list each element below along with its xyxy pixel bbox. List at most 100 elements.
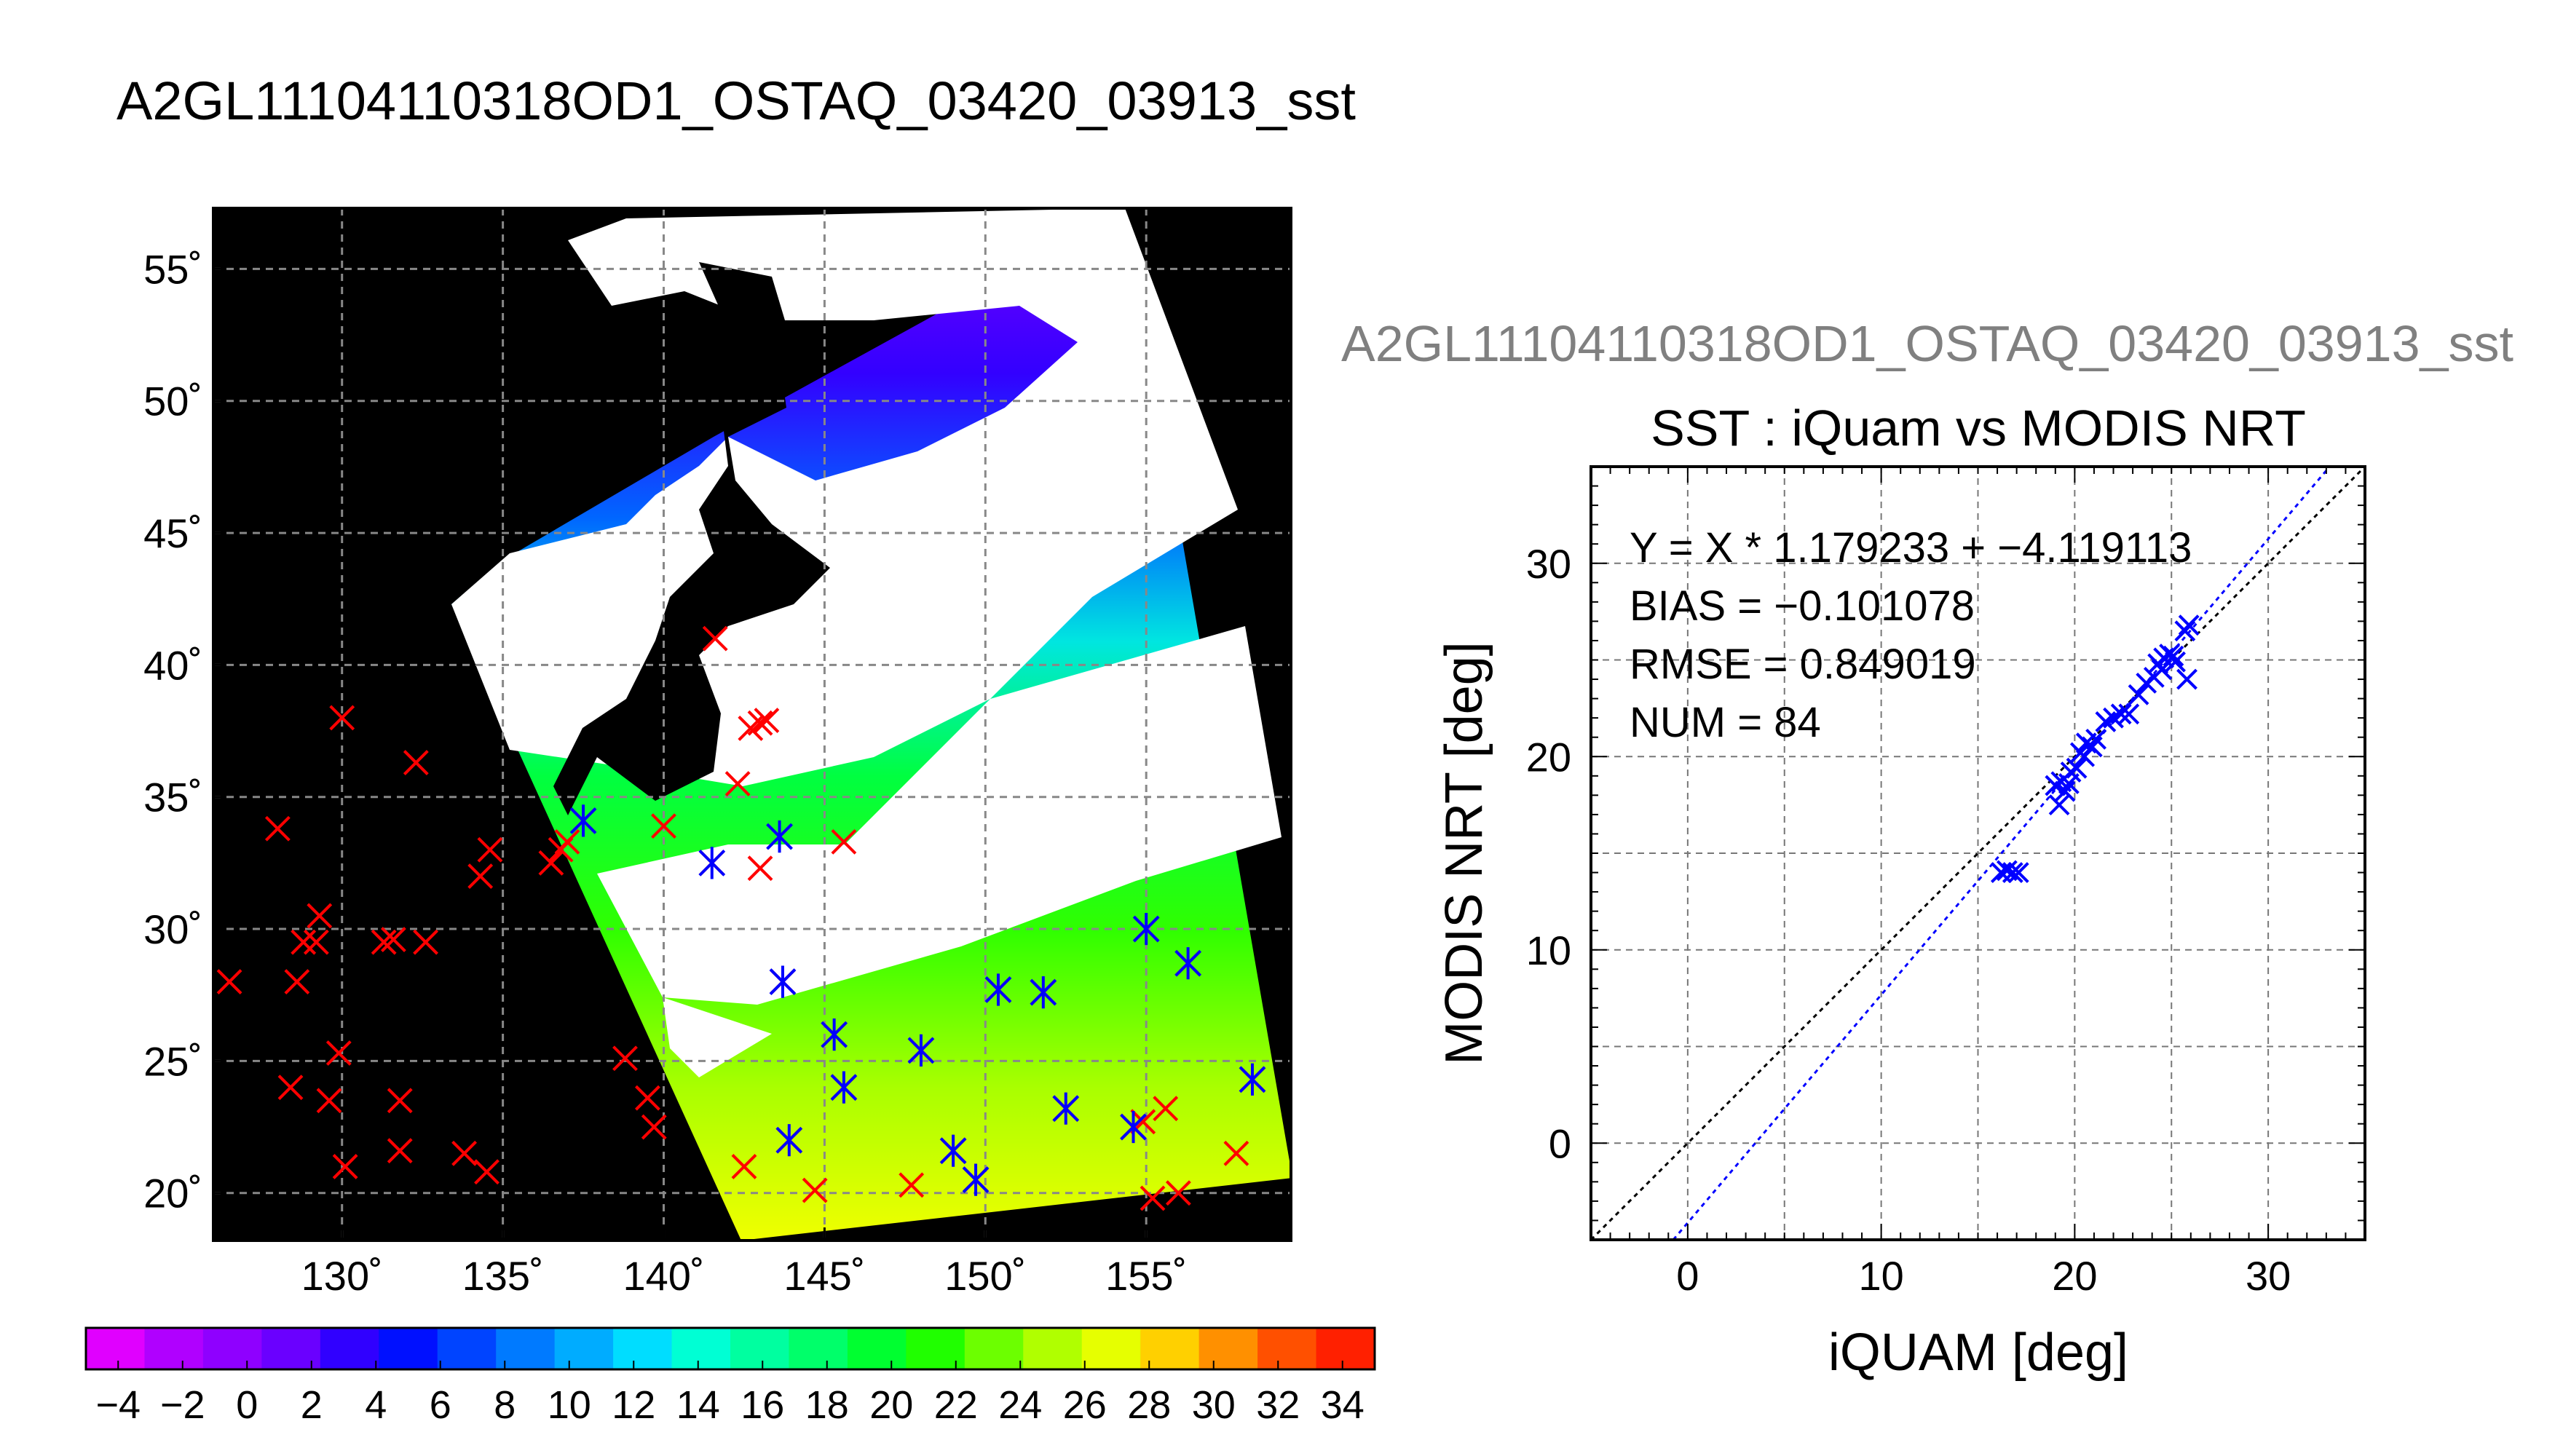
colorbar-segment	[86, 1328, 145, 1369]
insitu-marker	[1153, 1096, 1179, 1122]
scatter-stat-bias: BIAS = −0.101078	[1630, 582, 1975, 630]
matchup-marker	[569, 804, 597, 837]
insitu-marker	[332, 1154, 358, 1179]
colorbar-segment	[964, 1328, 1024, 1369]
colorbar-tick-label: 30	[1192, 1383, 1236, 1427]
insitu-marker	[216, 969, 242, 995]
colorbar-tick-label: 22	[934, 1383, 978, 1427]
matchup-marker	[1052, 1092, 1080, 1125]
scatter-y-tick-labels: 0 10 20 30	[1526, 541, 1571, 1167]
scatter-point	[2066, 757, 2088, 779]
matchup-marker	[1132, 912, 1160, 946]
scatter-stat-num: NUM = 84	[1630, 699, 1821, 746]
colorbar-segment	[379, 1328, 438, 1369]
insitu-marker	[831, 828, 857, 855]
insitu-marker	[387, 1088, 413, 1114]
insitu-marker	[641, 1114, 667, 1140]
colorbar-segment	[496, 1328, 556, 1369]
insitu-marker	[380, 927, 406, 952]
map-y-tick-label: 55˚	[143, 246, 202, 292]
scatter-point	[2128, 684, 2149, 705]
matchup-marker	[769, 965, 797, 998]
colorbar-tick-label: 12	[612, 1383, 655, 1427]
map-x-tick-label: 135˚	[462, 1253, 544, 1299]
scatter-point	[2002, 862, 2023, 883]
scatter-point	[2163, 645, 2184, 667]
insitu-marker	[403, 750, 429, 775]
matchup-marker	[907, 1034, 935, 1067]
colorbar-tick-label: 18	[805, 1383, 849, 1427]
insitu-marker	[554, 828, 580, 855]
colorbar-tick-label: 0	[236, 1383, 258, 1427]
insitu-marker	[1165, 1180, 1191, 1206]
colorbar-tick-label: −4	[95, 1383, 141, 1427]
matchup-marker	[1174, 947, 1202, 980]
colorbar-segment	[202, 1328, 262, 1369]
regression-line	[1672, 466, 2331, 1241]
insitu-marker	[635, 1085, 660, 1111]
colorbar-tick-label: 16	[741, 1383, 784, 1427]
colorbar-segment	[437, 1328, 497, 1369]
insitu-marker	[899, 1172, 925, 1198]
scatter-y-axis-label: MODIS NRT [deg]	[1435, 641, 1493, 1065]
colorbar-segment	[1023, 1328, 1083, 1369]
matchup-marker	[830, 1071, 858, 1104]
colorbar-tick-label: 10	[548, 1383, 591, 1427]
colorbar-segment	[789, 1328, 848, 1369]
scatter-x-axis-label: iQUAM [deg]	[1828, 1324, 2128, 1382]
insitu-marker	[387, 1138, 413, 1164]
colorbar-tick-label: 24	[998, 1383, 1042, 1427]
insitu-marker	[702, 625, 728, 652]
colorbar-segment	[320, 1328, 379, 1369]
scatter-x-tick-label: 30	[2246, 1253, 2291, 1299]
insitu-marker	[316, 1088, 342, 1114]
insitu-marker	[307, 903, 333, 929]
map-latitude-labels: 55˚ 50˚ 45˚ 40˚ 35˚ 30˚ 25˚ 20˚	[143, 246, 202, 1216]
insitu-marker	[1223, 1140, 1249, 1166]
map-x-tick-label: 145˚	[783, 1253, 865, 1299]
colorbar-segment	[613, 1328, 673, 1369]
scatter-y-tick-label: 30	[1526, 541, 1571, 587]
insitu-marker	[724, 771, 751, 797]
colorbar-tick-label: 2	[301, 1383, 323, 1427]
insitu-marker	[291, 929, 317, 955]
map-x-tick-label: 140˚	[623, 1253, 704, 1299]
scatter-x-tick-labels: 0 10 20 30	[1676, 1253, 2291, 1299]
map-matchup-markers	[569, 804, 1266, 1196]
colorbar-segment	[847, 1328, 907, 1369]
scatter-gridlines	[1591, 467, 2365, 1240]
colorbar-segment	[1140, 1328, 1200, 1369]
map-y-tick-label: 35˚	[143, 775, 202, 820]
matchup-marker	[766, 820, 793, 853]
scatter-stat-fit: Y = X * 1.179233 + −4.119113	[1630, 524, 2192, 571]
insitu-marker	[802, 1177, 828, 1203]
insitu-marker	[451, 1140, 478, 1166]
colorbar-tick-label: 8	[494, 1383, 516, 1427]
scatter-plot: SST : iQuam vs MODIS NRT 0 10 20 30 0 10 20 30…	[1435, 400, 2366, 1382]
insitu-marker	[303, 929, 329, 955]
scatter-stat-rmse: RMSE = 0.849019	[1630, 641, 1976, 688]
map-y-tick-label: 30˚	[143, 906, 202, 952]
colorbar-tick-label: 26	[1063, 1383, 1107, 1427]
colorbar-segment	[730, 1328, 789, 1369]
matchup-marker	[984, 973, 1012, 1006]
map-x-tick-label: 155˚	[1105, 1253, 1187, 1299]
scatter-point	[2085, 728, 2107, 750]
colorbar-tick-label: 6	[430, 1383, 451, 1427]
map-y-tick-label: 25˚	[143, 1038, 202, 1084]
map-x-tick-label: 150˚	[944, 1253, 1026, 1299]
colorbar-segment	[1198, 1328, 1258, 1369]
insitu-marker	[612, 1045, 638, 1072]
insitu-marker	[1140, 1185, 1166, 1211]
scatter-point	[2178, 614, 2200, 636]
colorbar-tick-label: 28	[1127, 1383, 1171, 1427]
insitu-marker	[747, 710, 773, 736]
insitu-marker	[477, 836, 503, 863]
scatter-point	[2165, 651, 2186, 673]
insitu-marker	[467, 863, 494, 889]
matchup-marker	[698, 847, 726, 879]
scatter-point	[2048, 794, 2070, 816]
colorbar-tick-label: 20	[869, 1383, 913, 1427]
map-y-tick-label: 50˚	[143, 379, 202, 424]
